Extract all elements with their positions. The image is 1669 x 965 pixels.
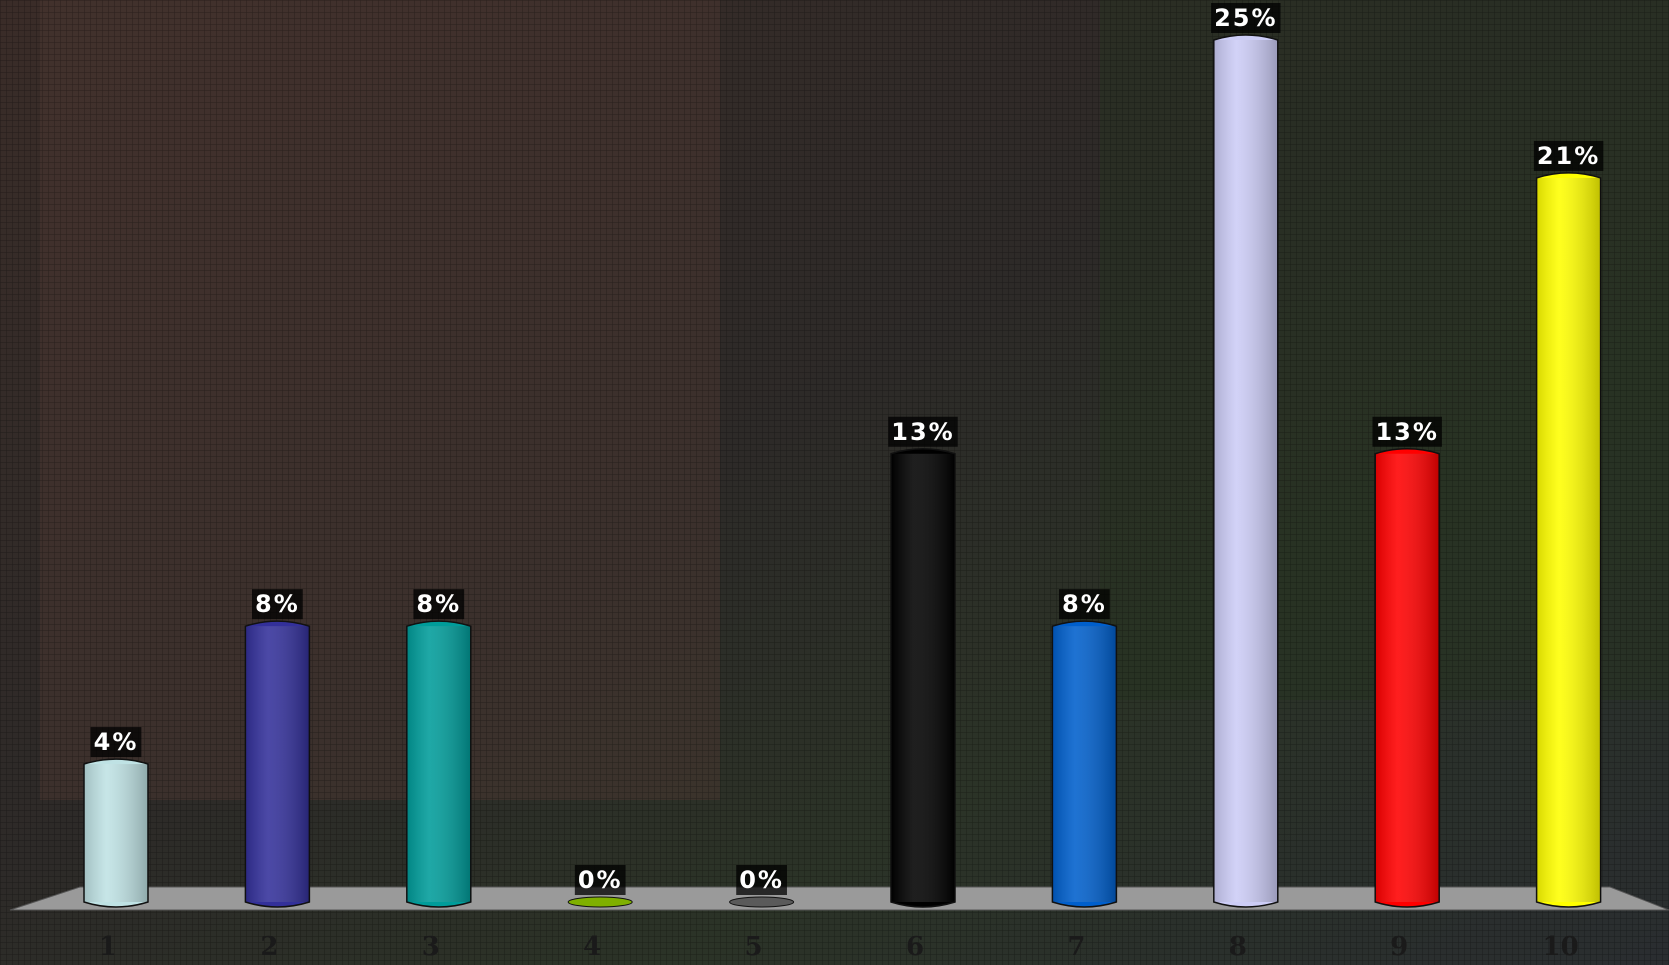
value-label-bg (252, 589, 303, 620)
value-label: 8% (1062, 590, 1107, 618)
x-tick-label: 5 (745, 932, 763, 962)
bar-shade (1536, 177, 1601, 903)
x-tick-label: 7 (1067, 932, 1085, 962)
x-tick-label: 3 (422, 932, 440, 962)
bar (567, 896, 633, 908)
value-label-bg (90, 727, 142, 758)
bar-shade (84, 764, 148, 902)
x-tick-label: 2 (260, 932, 278, 962)
value-label-bg (1211, 3, 1281, 33)
bar-shade (1213, 40, 1278, 902)
bar-shade (1052, 626, 1117, 902)
x-tick-label: 9 (1390, 932, 1408, 962)
value-label: 0% (739, 866, 784, 894)
x-tick-label: 6 (906, 932, 924, 962)
value-label: 4% (94, 728, 139, 756)
value-label-bg (413, 589, 465, 620)
value-label-bg (888, 416, 958, 447)
x-tick-label: 10 (1543, 932, 1579, 962)
value-label: 8% (416, 590, 461, 618)
x-tick-label: 4 (583, 932, 601, 962)
value-label-bg (1372, 416, 1442, 447)
value-label: 13% (891, 418, 954, 446)
value-label: 21% (1537, 142, 1600, 170)
value-label: 0% (578, 866, 623, 894)
bar-shade (1375, 453, 1440, 902)
value-label-bg (1533, 140, 1604, 171)
x-tick-label: 1 (99, 932, 117, 962)
value-label: 13% (1375, 418, 1438, 446)
bar-shade (891, 453, 955, 902)
value-label: 25% (1214, 4, 1277, 32)
x-tick-label: 8 (1229, 932, 1247, 962)
value-label-bg (574, 865, 626, 895)
bar-shade (406, 626, 471, 902)
bar-shade (245, 626, 310, 902)
bar (729, 896, 795, 908)
value-label-bg (1059, 589, 1110, 620)
value-label: 8% (255, 590, 300, 618)
value-label-bg (736, 865, 787, 895)
